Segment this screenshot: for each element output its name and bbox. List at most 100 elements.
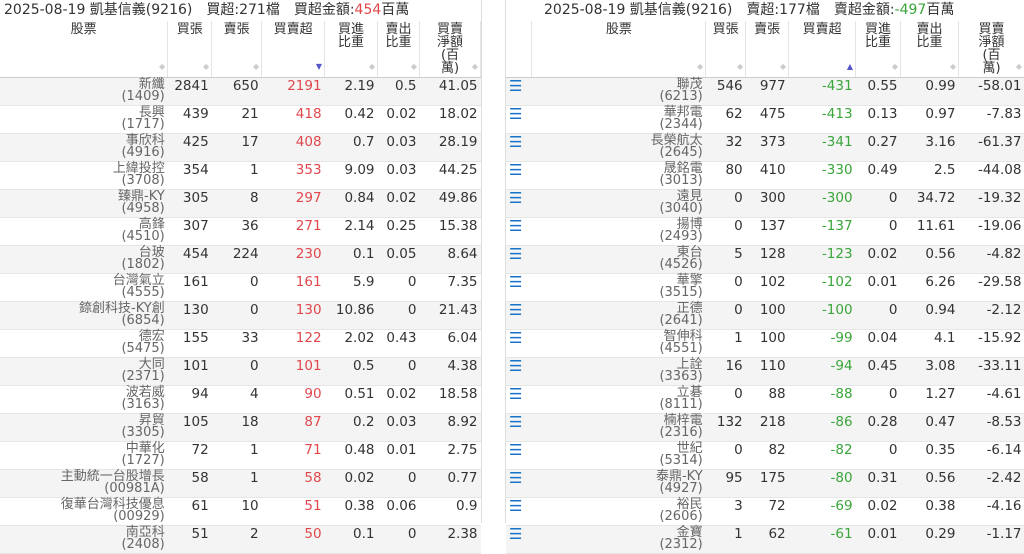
table-row[interactable]: 台灣氣立 (4555) 161 0 161 5.9 0 7.35 <box>0 273 481 302</box>
list-icon[interactable]: ☰ <box>506 301 532 330</box>
header-net-amount[interactable]: 買賣淨額(百萬) ◆ <box>419 21 482 78</box>
header-net-lots[interactable]: 買賣超 ▲ <box>788 21 857 78</box>
stock-name[interactable]: 世紀 (5314) <box>531 441 706 470</box>
table-row[interactable]: ☰ 泰鼎-KY (4927) 95 175 -80 0.31 0.56 -2.42 <box>506 469 1024 498</box>
table-row[interactable]: ☰ 長榮航太 (2645) 32 373 -341 0.27 3.16 -61.37 <box>506 133 1024 162</box>
stock-name[interactable]: 錼創科技-KY創 (6854) <box>0 301 168 330</box>
sort-icon[interactable]: ◆ <box>737 62 744 71</box>
header-sell-lots[interactable]: 賣張 ◆ <box>745 21 790 78</box>
sort-icon[interactable]: ▼ <box>315 62 323 71</box>
stock-name[interactable]: 臻鼎-KY (4958) <box>0 189 168 218</box>
list-icon[interactable]: ☰ <box>506 217 532 246</box>
sort-icon[interactable]: ◆ <box>203 62 210 71</box>
sort-icon[interactable]: ◆ <box>159 62 166 71</box>
header-buy-ratio[interactable]: 買進比重 ◆ <box>324 21 379 78</box>
list-icon[interactable]: ☰ <box>506 357 532 386</box>
header-stock[interactable]: 股票 ◆ <box>0 21 169 78</box>
stock-name[interactable]: 南亞科 (2408) <box>0 525 168 554</box>
table-row[interactable]: 昇貿 (3305) 105 18 87 0.2 0.03 8.92 <box>0 413 481 442</box>
stock-name[interactable]: 華擎 (3515) <box>531 273 706 302</box>
stock-name[interactable]: 智伸科 (4551) <box>531 329 706 358</box>
table-row[interactable]: ☰ 晟銘電 (3013) 80 410 -330 0.49 2.5 -44.08 <box>506 161 1024 190</box>
stock-name[interactable]: 事欣科 (4916) <box>0 133 168 162</box>
header-net-lots[interactable]: 買賣超 ▼ <box>261 21 326 78</box>
table-row[interactable]: 波若威 (3163) 94 4 90 0.51 0.02 18.58 <box>0 385 481 414</box>
sort-icon[interactable]: ◆ <box>252 62 260 71</box>
sort-icon[interactable]: ◆ <box>697 62 704 71</box>
table-row[interactable]: ☰ 華邦電 (2344) 62 475 -413 0.13 0.97 -7.83 <box>506 105 1024 134</box>
table-row[interactable]: 高鋒 (4510) 307 36 271 2.14 0.25 15.38 <box>0 217 481 246</box>
list-icon[interactable]: ☰ <box>506 77 532 106</box>
stock-name[interactable]: 遠見 (3040) <box>531 189 706 218</box>
sort-icon[interactable]: ◆ <box>1015 62 1022 71</box>
table-row[interactable]: 事欣科 (4916) 425 17 408 0.7 0.03 28.19 <box>0 133 481 162</box>
table-row[interactable]: 台玻 (1802) 454 224 230 0.1 0.05 8.64 <box>0 245 481 274</box>
stock-name[interactable]: 楠梓電 (2316) <box>531 413 706 442</box>
list-icon[interactable]: ☰ <box>506 273 532 302</box>
table-row[interactable]: 南亞科 (2408) 51 2 50 0.1 0 2.38 <box>0 525 481 554</box>
stock-name[interactable]: 長興 (1717) <box>0 105 168 134</box>
stock-name[interactable]: 中華化 (1727) <box>0 441 168 470</box>
header-buy-lots[interactable]: 買張 ◆ <box>167 21 213 78</box>
list-icon[interactable]: ☰ <box>506 385 532 414</box>
list-icon[interactable]: ☰ <box>506 133 532 162</box>
list-icon[interactable]: ☰ <box>506 413 532 442</box>
stock-name[interactable]: 昇貿 (3305) <box>0 413 168 442</box>
stock-name[interactable]: 上緯投控 (3708) <box>0 161 168 190</box>
stock-name[interactable]: 裕民 (2606) <box>531 497 706 526</box>
stock-name[interactable]: 華邦電 (2344) <box>531 105 706 134</box>
table-row[interactable]: ☰ 智伸科 (4551) 1 100 -99 0.04 4.1 -15.92 <box>506 329 1024 358</box>
sort-icon[interactable]: ◆ <box>779 62 787 71</box>
table-row[interactable]: ☰ 遠見 (3040) 0 300 -300 0 34.72 -19.32 <box>506 189 1024 218</box>
stock-name[interactable]: 波若威 (3163) <box>0 385 168 414</box>
sort-icon[interactable]: ◆ <box>949 62 956 71</box>
table-row[interactable]: 上緯投控 (3708) 354 1 353 9.09 0.03 44.25 <box>0 161 481 190</box>
stock-name[interactable]: 台灣氣立 (4555) <box>0 273 168 302</box>
stock-name[interactable]: 新纖 (1409) <box>0 77 168 106</box>
table-row[interactable]: ☰ 金寶 (2312) 1 62 -61 0.01 0.29 -1.17 <box>506 525 1024 554</box>
stock-name[interactable]: 高鋒 (4510) <box>0 217 168 246</box>
sort-icon[interactable]: ◆ <box>471 62 478 71</box>
stock-name[interactable]: 泰鼎-KY (4927) <box>531 469 706 498</box>
stock-name[interactable]: 揚博 (2493) <box>531 217 706 246</box>
stock-name[interactable]: 台玻 (1802) <box>0 245 168 274</box>
table-row[interactable]: ☰ 立碁 (8111) 0 88 -88 0 1.27 -4.61 <box>506 385 1024 414</box>
table-row[interactable]: ☰ 裕民 (2606) 3 72 -69 0.02 0.38 -4.16 <box>506 497 1024 526</box>
list-icon[interactable]: ☰ <box>506 189 532 218</box>
stock-name[interactable]: 德宏 (5475) <box>0 329 168 358</box>
stock-name[interactable]: 長榮航太 (2645) <box>531 133 706 162</box>
table-row[interactable]: 主動統一台股增長 (00981A) 58 1 58 0.02 0 0.77 <box>0 469 481 498</box>
table-row[interactable]: 長興 (1717) 439 21 418 0.42 0.02 18.02 <box>0 105 481 134</box>
list-icon[interactable]: ☰ <box>506 525 532 554</box>
header-stock[interactable]: 股票 ◆ <box>531 21 707 78</box>
table-row[interactable]: 臻鼎-KY (4958) 305 8 297 0.84 0.02 49.86 <box>0 189 481 218</box>
stock-name[interactable]: 聯茂 (6213) <box>531 77 706 106</box>
stock-name[interactable]: 上詮 (3363) <box>531 357 706 386</box>
list-icon[interactable]: ☰ <box>506 245 532 274</box>
table-row[interactable]: 中華化 (1727) 72 1 71 0.48 0.01 2.75 <box>0 441 481 470</box>
stock-name[interactable]: 大同 (2371) <box>0 357 168 386</box>
table-row[interactable]: ☰ 上詮 (3363) 16 110 -94 0.45 3.08 -33.11 <box>506 357 1024 386</box>
sort-icon[interactable]: ◆ <box>368 62 376 71</box>
header-net-amount[interactable]: 買賣淨額(百萬) ◆ <box>958 21 1024 78</box>
list-icon[interactable]: ☰ <box>506 441 532 470</box>
list-icon[interactable]: ☰ <box>506 161 532 190</box>
sort-icon[interactable]: ◆ <box>891 62 899 71</box>
sort-icon[interactable]: ◆ <box>410 62 417 71</box>
list-icon[interactable]: ☰ <box>506 469 532 498</box>
table-row[interactable]: ☰ 揚博 (2493) 0 137 -137 0 11.61 -19.06 <box>506 217 1024 246</box>
table-row[interactable]: 大同 (2371) 101 0 101 0.5 0 4.38 <box>0 357 481 386</box>
list-icon[interactable]: ☰ <box>506 105 532 134</box>
table-row[interactable]: 德宏 (5475) 155 33 122 2.02 0.43 6.04 <box>0 329 481 358</box>
stock-name[interactable]: 立碁 (8111) <box>531 385 706 414</box>
header-buy-lots[interactable]: 買張 ◆ <box>705 21 747 78</box>
stock-name[interactable]: 復華台灣科技優息 (00929) <box>0 497 168 526</box>
header-sell-lots[interactable]: 賣張 ◆ <box>211 21 263 78</box>
header-sell-ratio[interactable]: 賣出比重 ◆ <box>377 21 420 78</box>
list-icon[interactable]: ☰ <box>506 329 532 358</box>
stock-name[interactable]: 正德 (2641) <box>531 301 706 330</box>
stock-name[interactable]: 東台 (4526) <box>531 245 706 274</box>
header-buy-ratio[interactable]: 買進比重 ◆ <box>855 21 902 78</box>
table-row[interactable]: 錼創科技-KY創 (6854) 130 0 130 10.86 0 21.43 <box>0 301 481 330</box>
table-row[interactable]: ☰ 世紀 (5314) 0 82 -82 0 0.35 -6.14 <box>506 441 1024 470</box>
